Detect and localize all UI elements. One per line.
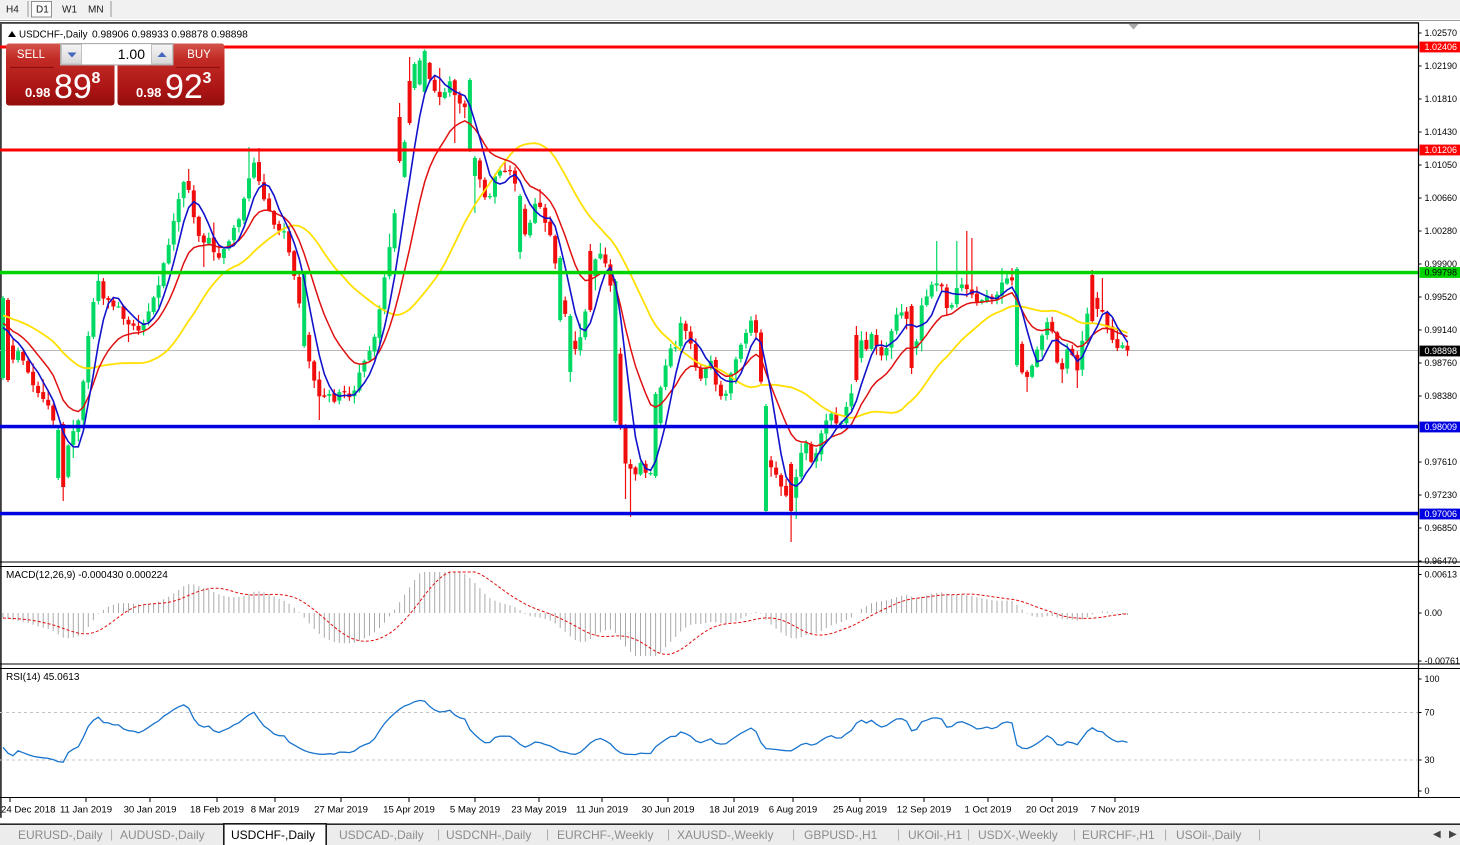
svg-text:USDCHF-,Daily: USDCHF-,Daily — [231, 828, 315, 842]
svg-text:0.98009: 0.98009 — [1425, 422, 1458, 432]
svg-text:5 May 2019: 5 May 2019 — [450, 805, 500, 816]
svg-text:0.98760: 0.98760 — [1425, 358, 1458, 368]
svg-text:EURCHF-,H1: EURCHF-,H1 — [1082, 828, 1155, 842]
svg-text:0: 0 — [1425, 786, 1430, 796]
svg-text:0.99140: 0.99140 — [1425, 325, 1458, 335]
svg-text:0.98: 0.98 — [25, 85, 50, 100]
svg-text:0.98898: 0.98898 — [1425, 346, 1458, 356]
svg-text:|: | — [110, 827, 113, 841]
svg-text:1.00: 1.00 — [118, 46, 145, 62]
svg-text:USOil-,Daily: USOil-,Daily — [1176, 828, 1241, 842]
svg-text:H4: H4 — [6, 5, 19, 16]
svg-text:24 Dec 2018: 24 Dec 2018 — [1, 805, 55, 816]
svg-text:BUY: BUY — [187, 49, 211, 61]
svg-text:AUDUSD-,Daily: AUDUSD-,Daily — [120, 828, 205, 842]
svg-text:18 Feb 2019: 18 Feb 2019 — [190, 805, 244, 816]
svg-text:12 Sep 2019: 12 Sep 2019 — [897, 805, 951, 816]
svg-text:|: | — [546, 827, 549, 841]
svg-text:-0.0076123: -0.0076123 — [1425, 656, 1460, 666]
svg-text:0.98380: 0.98380 — [1425, 391, 1458, 401]
svg-text:USDCNH-,Daily: USDCNH-,Daily — [446, 828, 531, 842]
svg-text:|: | — [897, 827, 900, 841]
svg-text:USDCAD-,Daily: USDCAD-,Daily — [339, 828, 424, 842]
svg-text:0.00: 0.00 — [1425, 608, 1443, 618]
svg-text:1 Oct 2019: 1 Oct 2019 — [965, 805, 1012, 816]
svg-text:0.98906 0.98933 0.98878 0.9889: 0.98906 0.98933 0.98878 0.98898 — [92, 30, 248, 41]
svg-text:1.00280: 1.00280 — [1425, 226, 1458, 236]
svg-text:0.96850: 0.96850 — [1425, 523, 1458, 533]
svg-text:70: 70 — [1425, 708, 1435, 718]
svg-text:0.96470: 0.96470 — [1425, 556, 1458, 566]
svg-text:USDX-,Weekly: USDX-,Weekly — [978, 828, 1058, 842]
svg-text:20 Oct 2019: 20 Oct 2019 — [1026, 805, 1078, 816]
svg-text:0.99900: 0.99900 — [1425, 259, 1458, 269]
svg-text:1.02406: 1.02406 — [1425, 42, 1458, 52]
svg-text:0.99798: 0.99798 — [1425, 268, 1458, 278]
svg-text:25 Aug 2019: 25 Aug 2019 — [833, 805, 887, 816]
svg-text:0.99520: 0.99520 — [1425, 292, 1458, 302]
svg-text:|: | — [792, 827, 795, 841]
svg-text:0.97610: 0.97610 — [1425, 457, 1458, 467]
svg-text:0.97006: 0.97006 — [1425, 509, 1458, 519]
svg-text:GBPUSD-,H1: GBPUSD-,H1 — [804, 828, 878, 842]
svg-text:3: 3 — [203, 70, 212, 87]
svg-text:6 Aug 2019: 6 Aug 2019 — [769, 805, 818, 816]
svg-text:W1: W1 — [62, 5, 77, 16]
svg-text:SELL: SELL — [17, 49, 46, 61]
svg-text:▶: ▶ — [1449, 829, 1457, 840]
svg-text:18 Jul 2019: 18 Jul 2019 — [709, 805, 759, 816]
svg-text:100: 100 — [1425, 674, 1440, 684]
svg-text:89: 89 — [54, 68, 92, 106]
svg-text:1.01810: 1.01810 — [1425, 94, 1458, 104]
svg-text:1.02570: 1.02570 — [1425, 28, 1458, 38]
svg-text:◀: ◀ — [1433, 829, 1441, 840]
svg-text:0.97230: 0.97230 — [1425, 490, 1458, 500]
svg-text:0.98: 0.98 — [136, 85, 161, 100]
svg-text:30: 30 — [1425, 755, 1435, 765]
svg-text:1.02190: 1.02190 — [1425, 61, 1458, 71]
svg-text:UKOil-,H1: UKOil-,H1 — [908, 828, 962, 842]
svg-text:|: | — [967, 827, 970, 841]
svg-text:XAUUSD-,Weekly: XAUUSD-,Weekly — [677, 828, 773, 842]
svg-text:8 Mar 2019: 8 Mar 2019 — [251, 805, 300, 816]
svg-text:1.00660: 1.00660 — [1425, 193, 1458, 203]
svg-text:15 Apr 2019: 15 Apr 2019 — [383, 805, 435, 816]
svg-text:USDCHF-,Daily: USDCHF-,Daily — [19, 30, 88, 41]
svg-text:D1: D1 — [36, 5, 49, 16]
svg-text:11 Jan 2019: 11 Jan 2019 — [60, 805, 112, 816]
svg-text:92: 92 — [165, 68, 203, 106]
svg-text:|: | — [1073, 827, 1076, 841]
svg-text:8: 8 — [92, 70, 101, 87]
svg-text:RSI(14) 45.0613: RSI(14) 45.0613 — [6, 672, 80, 683]
svg-text:0.00613: 0.00613 — [1425, 570, 1458, 580]
svg-text:EURCHF-,Weekly: EURCHF-,Weekly — [557, 828, 653, 842]
svg-text:MACD(12,26,9) -0.000430 0.0002: MACD(12,26,9) -0.000430 0.000224 — [6, 570, 168, 581]
svg-text:|: | — [1164, 827, 1167, 841]
svg-text:1.01050: 1.01050 — [1425, 160, 1458, 170]
svg-text:30 Jan 2019: 30 Jan 2019 — [124, 805, 177, 816]
svg-text:1.01206: 1.01206 — [1425, 145, 1458, 155]
svg-text:7 Nov 2019: 7 Nov 2019 — [1090, 805, 1139, 816]
svg-text:11 Jun 2019: 11 Jun 2019 — [576, 805, 628, 816]
svg-text:27 Mar 2019: 27 Mar 2019 — [314, 805, 368, 816]
svg-text:EURUSD-,Daily: EURUSD-,Daily — [18, 828, 103, 842]
svg-text:|: | — [667, 827, 670, 841]
svg-text:|: | — [437, 827, 440, 841]
svg-text:23 May 2019: 23 May 2019 — [511, 805, 566, 816]
svg-text:|: | — [1258, 827, 1261, 841]
svg-text:30 Jun 2019: 30 Jun 2019 — [642, 805, 695, 816]
svg-text:MN: MN — [88, 5, 104, 16]
svg-text:1.01430: 1.01430 — [1425, 127, 1458, 137]
